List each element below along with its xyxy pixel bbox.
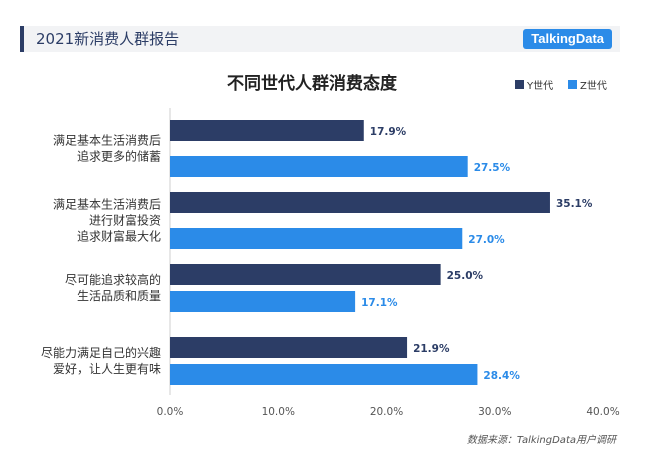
bar-z-gen-4 [170, 364, 478, 385]
bar-y-gen-3 [170, 264, 441, 285]
chart-title: 不同世代人群消费态度 [227, 73, 398, 94]
data-source-note: 数据来源：TalkingData用户调研 [466, 435, 616, 446]
bar-z-gen-3 [170, 291, 356, 312]
x-tick-label-2: 10.0% [262, 406, 295, 418]
x-tick-label-1: 0.0% [157, 406, 184, 418]
brand-logo: TalkingData [523, 29, 612, 49]
report-title: 2021新消费人群报告 [36, 30, 180, 48]
data-label-y-gen-3: 25.0% [447, 270, 484, 282]
category-label-3-line-1: 尽可能追求较高的 [65, 272, 161, 287]
header-accent-bar [20, 26, 24, 52]
bar-z-gen-2 [170, 228, 463, 249]
data-label-y-gen-1: 17.9% [370, 126, 407, 138]
data-label-y-gen-2: 35.1% [556, 198, 593, 210]
data-label-z-gen-2: 27.0% [468, 234, 505, 246]
bar-y-gen-4 [170, 337, 408, 358]
bar-y-gen-2 [170, 192, 550, 213]
bar-z-gen-1 [170, 156, 468, 177]
x-tick-label-4: 30.0% [478, 406, 511, 418]
category-label-4-line-2: 爱好，让人生更有味 [53, 362, 161, 376]
category-label-3-line-2: 生活品质和质量 [77, 289, 161, 303]
category-label-4-line-1: 尽能力满足自己的兴趣 [41, 345, 161, 360]
legend-swatch-2 [568, 80, 577, 89]
report-header: 2021新消费人群报告 TalkingData [20, 26, 620, 52]
x-tick-label-3: 20.0% [370, 406, 403, 418]
legend-swatch-1 [515, 80, 524, 89]
legend-label-2: Z世代 [580, 80, 607, 92]
category-label-2-line-1: 满足基本生活消费后 [53, 198, 161, 212]
category-label-1-line-2: 追求更多的储蓄 [77, 149, 161, 164]
data-label-z-gen-3: 17.1% [361, 297, 398, 309]
legend-label-1: Y世代 [526, 80, 553, 92]
data-label-z-gen-1: 27.5% [474, 162, 511, 174]
data-label-y-gen-4: 21.9% [413, 343, 450, 355]
category-label-2-line-2: 进行财富投资 [89, 213, 161, 228]
category-label-1-line-1: 满足基本生活消费后 [53, 134, 161, 148]
x-tick-label-5: 40.0% [586, 406, 619, 418]
category-label-2-line-3: 追求财富最大化 [77, 229, 161, 244]
data-label-z-gen-4: 28.4% [483, 370, 520, 382]
bar-y-gen-1 [170, 120, 364, 141]
